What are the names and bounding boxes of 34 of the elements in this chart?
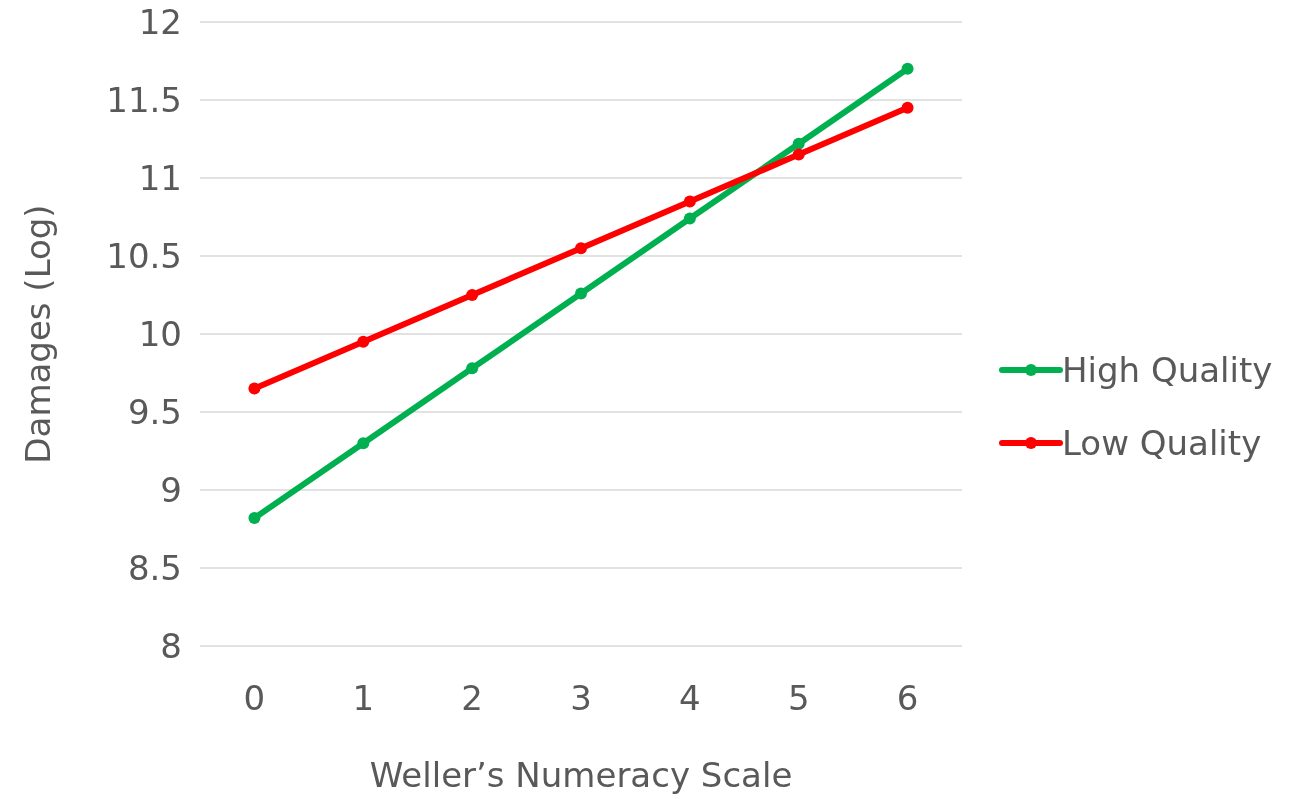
- y-tick-label: 8: [160, 626, 182, 666]
- x-tick-label: 3: [570, 678, 592, 718]
- x-tick-label: 0: [243, 678, 266, 718]
- point: [466, 362, 479, 375]
- point: [901, 62, 914, 75]
- point: [248, 512, 261, 525]
- y-tick-label: 8.5: [127, 548, 182, 588]
- point: [575, 242, 587, 255]
- y-tick-label: 11: [138, 158, 182, 198]
- point: [357, 335, 370, 348]
- x-tick-label: 1: [352, 678, 375, 718]
- point: [792, 148, 805, 161]
- legend-label: Low Quality: [1062, 423, 1262, 463]
- x-tick-label: 6: [896, 678, 919, 718]
- point: [683, 212, 696, 225]
- point: [683, 195, 696, 208]
- point: [466, 289, 479, 301]
- y-tick-label: 12: [138, 2, 182, 42]
- y-tick-label: 9.5: [127, 392, 182, 432]
- legend-label: High Quality: [1062, 350, 1273, 390]
- x-tick-label: 2: [461, 678, 483, 718]
- x-tick-label: 5: [787, 678, 810, 718]
- y-tick-label: 11.5: [106, 80, 182, 120]
- y-tick-label: 10: [138, 314, 182, 354]
- point: [357, 437, 370, 450]
- point: [792, 137, 805, 150]
- y-tick-label: 10.5: [106, 236, 182, 276]
- y-tick-label: 9: [160, 470, 182, 510]
- point: [901, 101, 914, 114]
- x-tick-label: 4: [679, 678, 701, 718]
- x-axis-title: Weller’s Numeracy Scale: [369, 755, 793, 795]
- point: [575, 287, 587, 300]
- point: [248, 382, 261, 395]
- y-axis-title: Damages (Log): [18, 204, 58, 464]
